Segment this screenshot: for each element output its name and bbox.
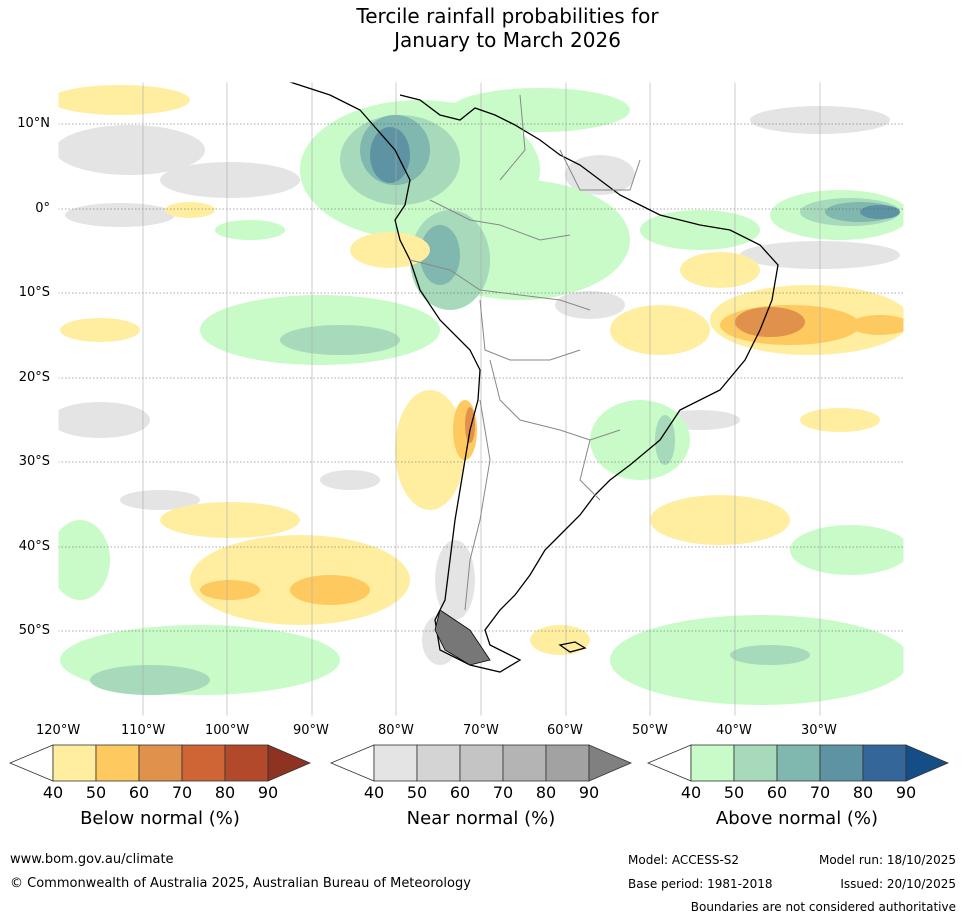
above-70-80 xyxy=(819,744,864,782)
above-40 xyxy=(646,744,692,782)
below-tick: 40 xyxy=(42,783,64,802)
lon-label: 110°W xyxy=(121,723,166,738)
near-50-60 xyxy=(416,744,461,782)
near-40 xyxy=(329,744,375,782)
below-90 xyxy=(267,744,312,782)
above-normal-deep xyxy=(370,127,900,219)
near-normal-title: Near normal (%) xyxy=(406,808,556,829)
boundaries-disclaimer: Boundaries are not considered authoritat… xyxy=(690,900,956,914)
below-40 xyxy=(8,744,54,782)
below-80-90 xyxy=(224,744,269,782)
below-tick: 60 xyxy=(128,783,150,802)
below-tick: 50 xyxy=(85,783,107,802)
above-tick: 50 xyxy=(723,783,745,802)
lat-label: 0° xyxy=(35,201,50,216)
colorbar-near-normal xyxy=(329,744,633,782)
above-tick: 90 xyxy=(895,783,917,802)
lon-label: 120°W xyxy=(36,723,81,738)
south-america-coastline xyxy=(289,81,779,673)
near-tick: 60 xyxy=(449,783,471,802)
below-70-80 xyxy=(181,744,226,782)
graticule xyxy=(58,123,904,632)
lat-label: 20°S xyxy=(18,370,50,385)
lon-label: 40°W xyxy=(716,723,752,738)
near-tick: 90 xyxy=(578,783,600,802)
below-40-50 xyxy=(52,744,97,782)
near-normal-patches xyxy=(58,106,900,665)
near-70-80 xyxy=(502,744,547,782)
above-tick: 60 xyxy=(766,783,788,802)
near-60-70 xyxy=(459,744,504,782)
below-normal-dark xyxy=(465,307,805,443)
lat-label: 10°S xyxy=(18,285,50,300)
below-50-60 xyxy=(95,744,140,782)
lon-label: 90°W xyxy=(293,723,329,738)
map-frame xyxy=(57,81,905,717)
above-90 xyxy=(905,744,950,782)
above-tick: 40 xyxy=(680,783,702,802)
near-tick: 70 xyxy=(492,783,514,802)
base-period: Base period: 1981-2018 xyxy=(628,877,773,891)
below-60-70 xyxy=(138,744,183,782)
probability-field xyxy=(58,82,904,716)
model-run: Model run: 18/10/2025 xyxy=(818,853,956,867)
near-tick: 50 xyxy=(406,783,428,802)
title-line-2: January to March 2026 xyxy=(394,28,621,52)
below-tick: 80 xyxy=(214,783,236,802)
near-80-90 xyxy=(545,744,590,782)
lat-label: 30°S xyxy=(18,454,50,469)
lon-label: 30°W xyxy=(801,723,837,738)
source-url: www.bom.gov.au/climate xyxy=(10,852,174,867)
above-tick: 70 xyxy=(809,783,831,802)
below-normal-light xyxy=(58,85,904,655)
colorbar-below-normal xyxy=(8,744,312,782)
copyright: © Commonwealth of Australia 2025, Austra… xyxy=(10,876,471,891)
lon-label: 70°W xyxy=(463,723,499,738)
meridians xyxy=(142,82,821,716)
falkland-islands xyxy=(558,641,587,653)
lat-label: 50°S xyxy=(18,623,50,638)
map-title: Tercile rainfall probabilities for Janua… xyxy=(0,4,965,52)
lat-label: 40°S xyxy=(18,539,50,554)
below-tick: 70 xyxy=(171,783,193,802)
colorbar-above-normal xyxy=(646,744,950,782)
lon-label: 80°W xyxy=(378,723,414,738)
above-normal-title: Above normal (%) xyxy=(715,808,879,829)
below-normal-title: Below normal (%) xyxy=(80,808,240,829)
above-tick: 80 xyxy=(852,783,874,802)
below-tick: 90 xyxy=(257,783,279,802)
lon-label: 50°W xyxy=(632,723,668,738)
tierra-del-fuego xyxy=(434,609,491,666)
issued-date: Issued: 20/10/2025 xyxy=(840,877,956,891)
lon-label: 100°W xyxy=(205,723,250,738)
above-60-70 xyxy=(776,744,821,782)
country-borders xyxy=(409,94,641,611)
near-tick: 80 xyxy=(535,783,557,802)
near-40-50 xyxy=(373,744,418,782)
near-90 xyxy=(588,744,633,782)
lat-label: 10°N xyxy=(17,116,50,131)
above-40-50 xyxy=(690,744,735,782)
above-80-90 xyxy=(862,744,907,782)
near-tick: 40 xyxy=(363,783,385,802)
title-line-1: Tercile rainfall probabilities for xyxy=(356,4,659,28)
above-50-60 xyxy=(733,744,778,782)
lon-label: 60°W xyxy=(547,723,583,738)
model-name: Model: ACCESS-S2 xyxy=(628,853,740,867)
